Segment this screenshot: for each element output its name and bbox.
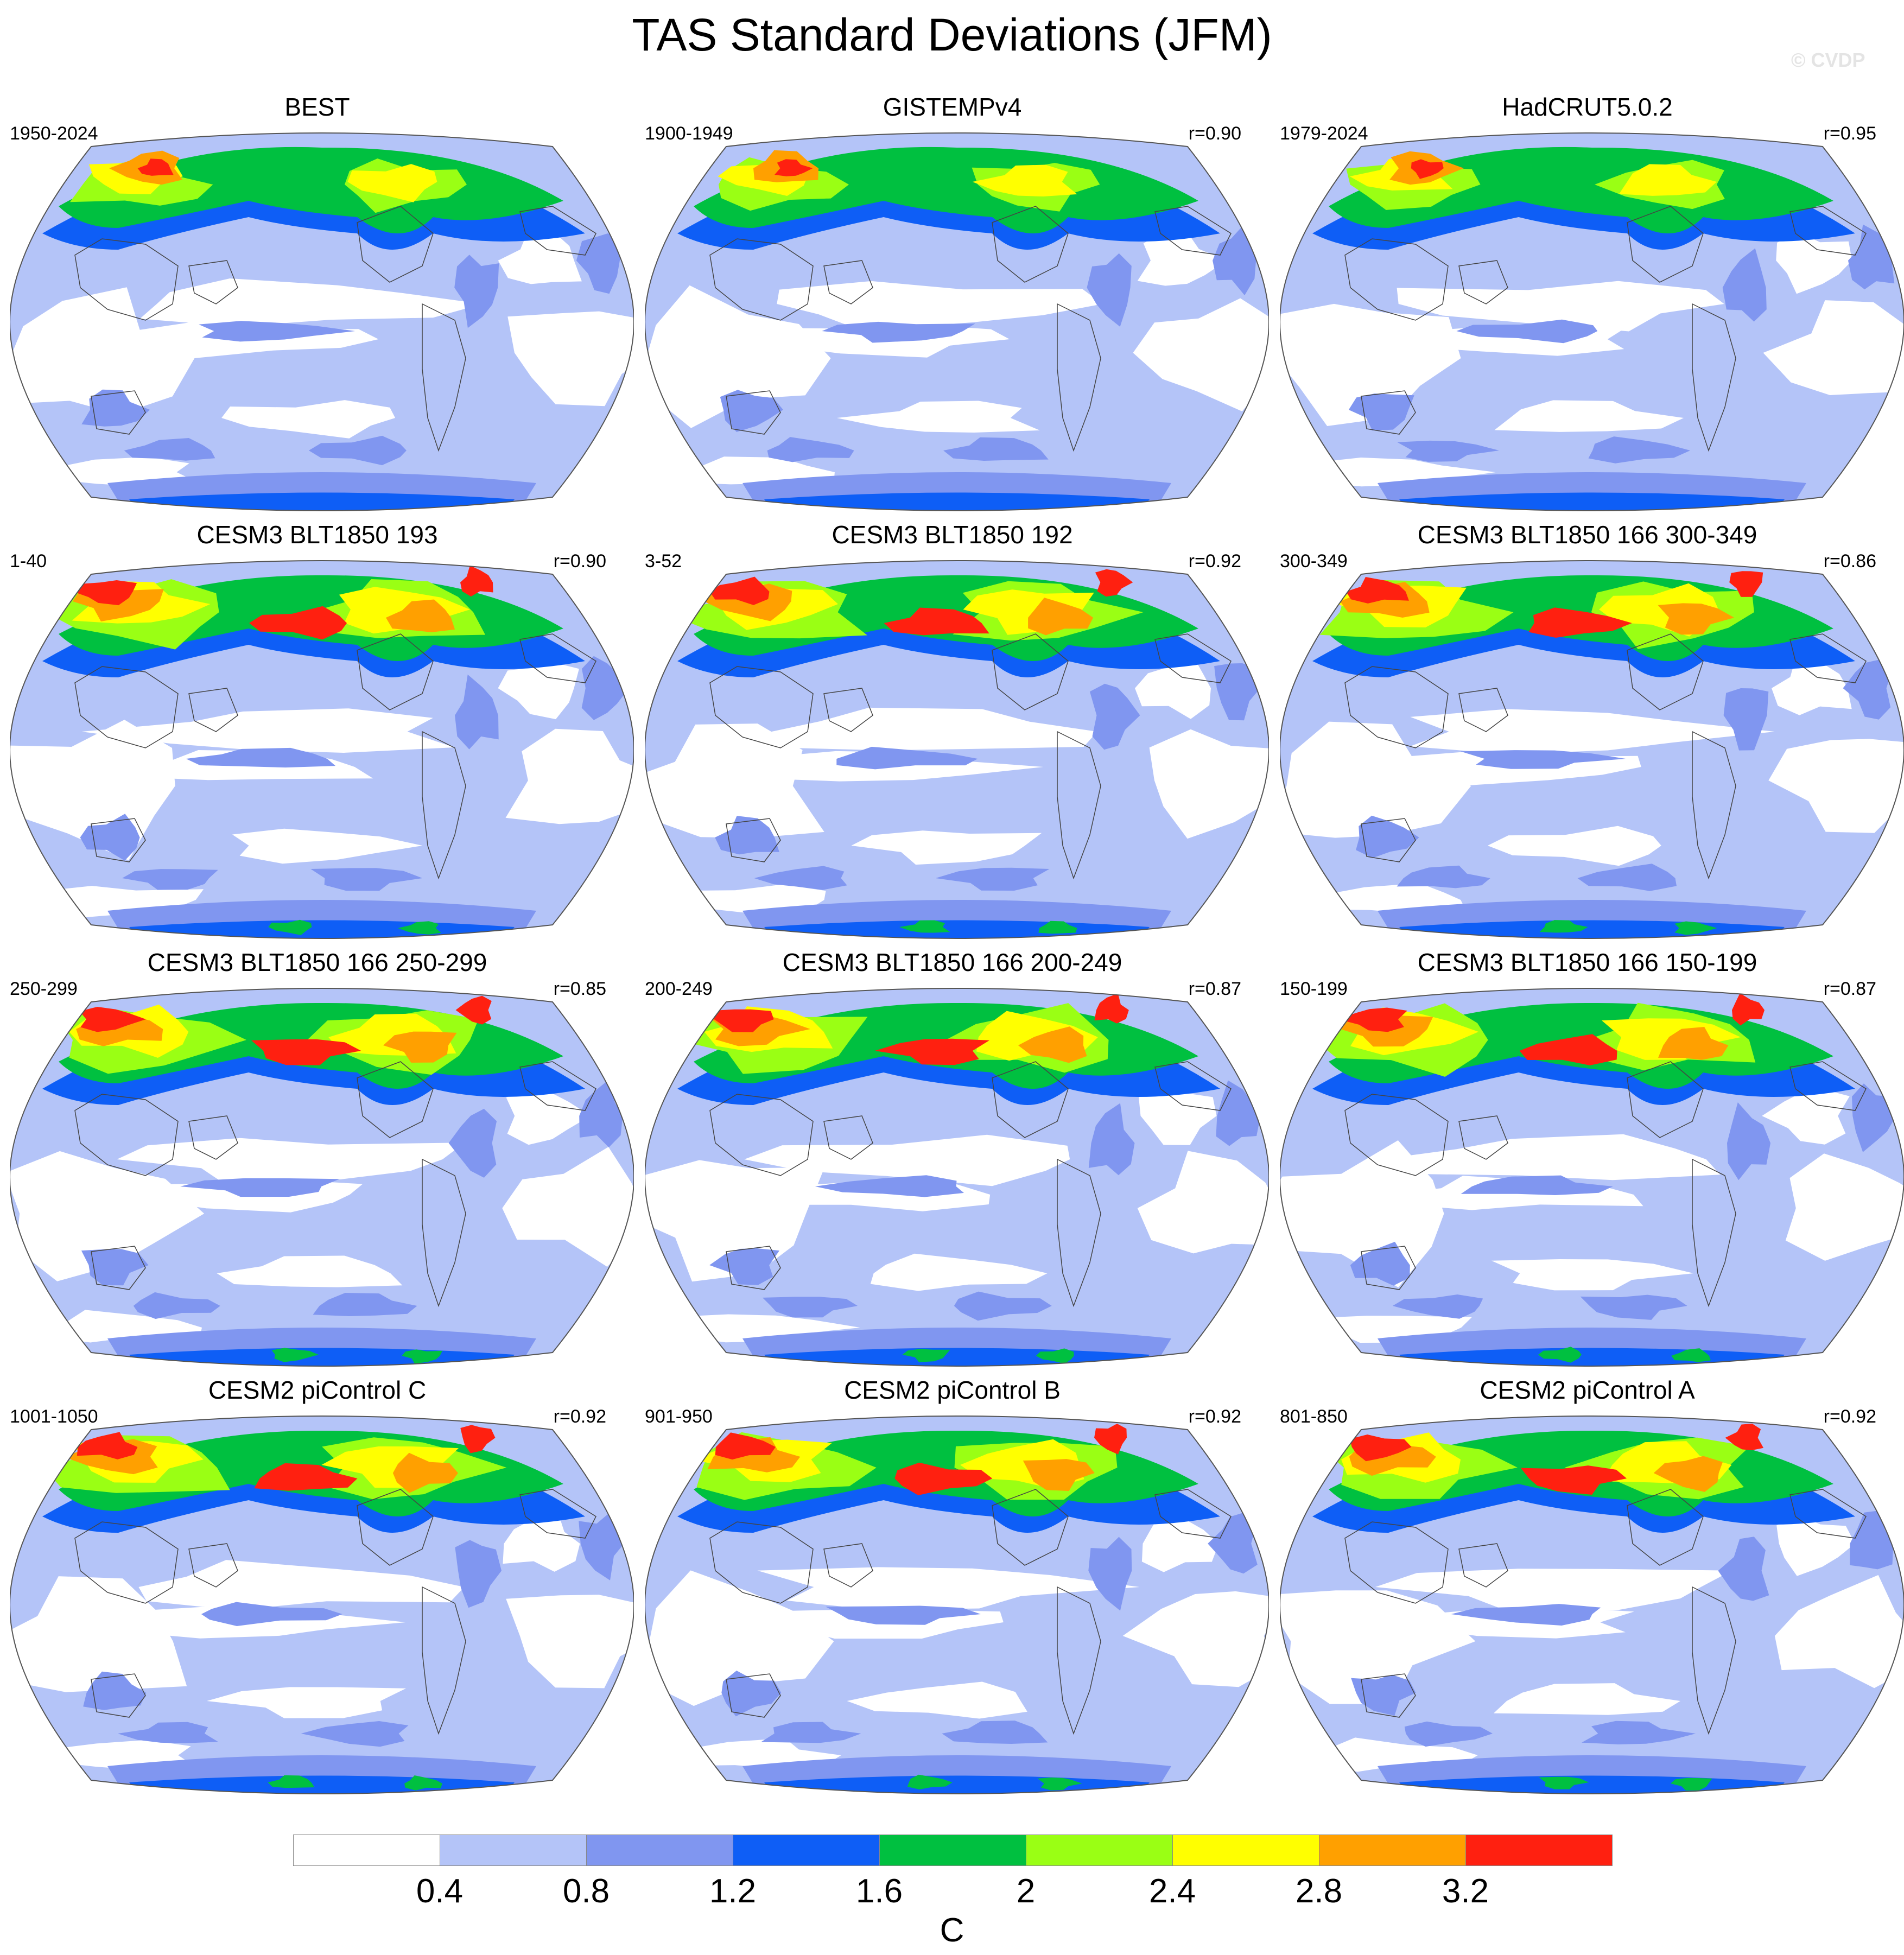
map-frame (9, 553, 635, 947)
colorbar (293, 1835, 1613, 1867)
panel-title: CESM2 piControl B (844, 1376, 1061, 1404)
panel-title: CESM2 piControl A (1480, 1376, 1695, 1404)
panel-title: CESM3 BLT1850 192 (832, 521, 1073, 549)
panel-correlation: r=0.90 (1188, 123, 1241, 144)
panel-period: 150-199 (1280, 979, 1348, 999)
map-panel-5 (644, 560, 1270, 939)
colorbar-swatch (293, 1835, 440, 1866)
panel-correlation: r=0.92 (1188, 1406, 1241, 1427)
map-panel: CESM3 BLT1850 166 200-249 200-249 r=0.87 (635, 948, 1270, 1376)
panel-title: CESM3 BLT1850 166 300-349 (1417, 521, 1757, 549)
map-panel: CESM3 BLT1850 166 150-199 150-199 r=0.87 (1270, 948, 1904, 1376)
panel-title: GISTEMPv4 (883, 93, 1022, 121)
panel-correlation: r=0.90 (553, 551, 606, 572)
map-panel: CESM3 BLT1850 192 3-52 r=0.92 (635, 520, 1270, 949)
panel-correlation: r=0.92 (1188, 551, 1241, 572)
panel-period: 1979-2024 (1280, 123, 1368, 144)
map-panel: CESM3 BLT1850 193 1-40 r=0.90 (0, 520, 635, 949)
map-panel-4 (9, 560, 635, 939)
colorbar-swatch (879, 1835, 1026, 1866)
panel-title: CESM3 BLT1850 166 250-299 (147, 948, 487, 976)
panel-period: 250-299 (10, 979, 78, 999)
figure-title: TAS Standard Deviations (JFM) (632, 9, 1272, 60)
map-panel: HadCRUT5.0.2 1979-2024 r=0.95 (1270, 92, 1904, 521)
map-frame (1279, 125, 1904, 519)
colorbar-units: C (940, 1912, 964, 1949)
colorbar-tick-label: 2.8 (1295, 1873, 1343, 1910)
panel-correlation: r=0.87 (1823, 979, 1876, 999)
panel-period: 901-950 (645, 1406, 713, 1427)
colorbar-swatch (1319, 1835, 1466, 1866)
panel-period: 1001-1050 (10, 1406, 98, 1427)
panel-correlation: r=0.85 (553, 979, 606, 999)
map-frame (1279, 1408, 1904, 1802)
panel-correlation: r=0.86 (1823, 551, 1876, 572)
map-frame (644, 125, 1270, 519)
panel-period: 1950-2024 (10, 123, 98, 144)
colorbar-tick-label: 3.2 (1442, 1873, 1489, 1910)
panel-period: 200-249 (645, 979, 713, 999)
map-panel-8 (644, 988, 1270, 1367)
map-frame (644, 1408, 1270, 1802)
colorbar-swatch (733, 1835, 880, 1866)
panel-period: 1-40 (10, 551, 47, 572)
map-frame (644, 553, 1270, 947)
map-panel-12 (1279, 1416, 1904, 1794)
panel-title: HadCRUT5.0.2 (1502, 93, 1673, 121)
map-frame (644, 980, 1270, 1374)
map-panel: BEST 1950-2024 (0, 92, 635, 521)
map-frame (9, 1408, 635, 1802)
panel-correlation: r=0.87 (1188, 979, 1241, 999)
map-panel-6 (1279, 560, 1904, 939)
colorbar-swatch (586, 1835, 733, 1866)
map-panel-7 (9, 988, 635, 1367)
panel-correlation: r=0.95 (1823, 123, 1876, 144)
panel-title: CESM2 piControl C (208, 1376, 427, 1404)
map-panel-9 (1279, 988, 1904, 1367)
map-panel-10 (9, 1416, 635, 1794)
map-frame (1279, 553, 1904, 947)
map-panel: GISTEMPv4 1900-1949 r=0.90 (635, 92, 1270, 521)
map-frame (9, 980, 635, 1374)
panel-period: 801-850 (1280, 1406, 1348, 1427)
panel-correlation: r=0.92 (1823, 1406, 1876, 1427)
colorbar-tick-label: 0.4 (416, 1873, 464, 1910)
colorbar-swatch (1172, 1835, 1319, 1866)
colorbar-swatch (1465, 1835, 1613, 1866)
map-panel-3 (1279, 132, 1904, 511)
panel-title: BEST (284, 93, 350, 121)
panel-title: CESM3 BLT1850 166 200-249 (782, 948, 1122, 976)
panel-correlation: r=0.92 (553, 1406, 606, 1427)
map-panel: CESM3 BLT1850 166 250-299 250-299 r=0.85 (0, 948, 635, 1376)
panel-title: CESM3 BLT1850 166 150-199 (1417, 948, 1757, 976)
colorbar-tick-label: 1.2 (709, 1873, 757, 1910)
panel-period: 3-52 (645, 551, 682, 572)
colorbar-tick-label: 1.6 (855, 1873, 903, 1910)
map-panel: CESM2 piControl A 801-850 r=0.92 (1270, 1375, 1904, 1804)
map-frame (1279, 980, 1904, 1374)
map-frame (9, 125, 635, 519)
watermark: © CVDP (1791, 49, 1865, 71)
map-panel: CESM3 BLT1850 166 300-349 300-349 r=0.86 (1270, 520, 1904, 949)
panel-title: CESM3 BLT1850 193 (196, 521, 438, 549)
colorbar-tick-label: 2 (1016, 1873, 1036, 1910)
panel-period: 1900-1949 (645, 123, 733, 144)
map-panel-2 (644, 132, 1270, 511)
map-panel: CESM2 piControl B 901-950 r=0.92 (635, 1375, 1270, 1804)
colorbar-swatch (440, 1835, 587, 1866)
map-panel-11 (644, 1416, 1270, 1794)
panel-period: 300-349 (1280, 551, 1348, 572)
colorbar-tick-label: 0.8 (562, 1873, 610, 1910)
map-panel: CESM2 piControl C 1001-1050 r=0.92 (0, 1375, 635, 1804)
map-panel-1 (9, 132, 635, 511)
colorbar-swatch (1026, 1835, 1173, 1866)
colorbar-tick-label: 2.4 (1148, 1873, 1196, 1910)
